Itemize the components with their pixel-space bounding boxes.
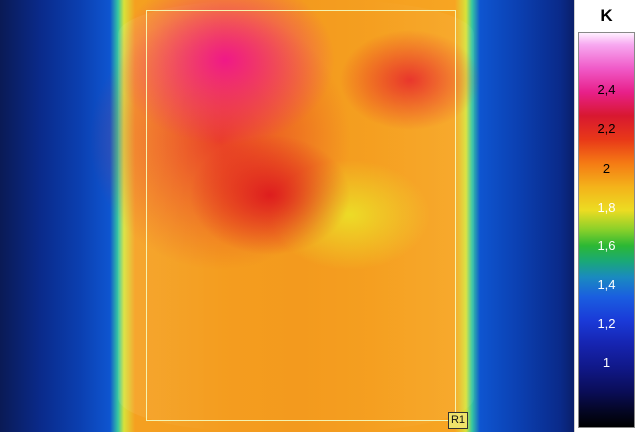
- thermal-image[interactable]: R1: [0, 0, 574, 432]
- scale-tick: 2,2: [575, 122, 637, 136]
- scale-unit: K: [575, 6, 637, 26]
- scale-tick: 2,4: [575, 83, 637, 97]
- scale-tick: 1,6: [575, 239, 637, 253]
- scale-tick: 1,2: [575, 317, 637, 331]
- roi-label[interactable]: R1: [448, 412, 468, 429]
- scale-tick: 1: [575, 356, 637, 370]
- scale-tick: 2: [575, 162, 637, 176]
- scale-tick: 1,4: [575, 278, 637, 292]
- scale-tick: 1,8: [575, 201, 637, 215]
- color-scale-panel: K 2,4 2,2 2 1,8 1,6 1,4 1,2 1: [574, 0, 637, 432]
- roi-rectangle[interactable]: [146, 10, 456, 421]
